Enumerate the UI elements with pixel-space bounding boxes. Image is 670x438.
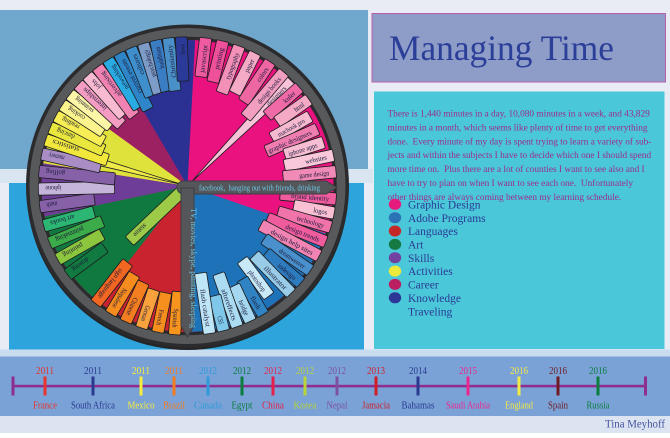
svg-text:2011: 2011 xyxy=(36,365,54,377)
svg-text:Nepal: Nepal xyxy=(327,400,348,412)
svg-text:Bahamas: Bahamas xyxy=(402,400,435,412)
svg-text:math: math xyxy=(46,200,58,210)
svg-text:memory: memory xyxy=(48,151,66,162)
svg-text:Traveling: Traveling xyxy=(408,306,453,318)
svg-text:done. Every minute of my day: done. Every minute of my day is spent tr… xyxy=(388,136,652,147)
svg-text:game design: game design xyxy=(299,169,330,180)
svg-text:Spain: Spain xyxy=(548,400,568,412)
svg-text:France: France xyxy=(33,400,57,412)
svg-text:Adobe Programs: Adobe Programs xyxy=(408,213,486,225)
svg-text:2015: 2015 xyxy=(459,365,477,377)
svg-text:other things are always coming: other things are always coming between m… xyxy=(388,193,622,203)
svg-text:2011: 2011 xyxy=(84,365,102,377)
svg-text:Korea: Korea xyxy=(294,400,317,412)
svg-text:Languages: Languages xyxy=(408,226,458,238)
svg-text:Saudi Arabia: Saudi Arabia xyxy=(446,400,490,412)
svg-text:2012: 2012 xyxy=(264,365,282,377)
svg-text:golfing: golfing xyxy=(45,167,65,177)
svg-text:javascript: javascript xyxy=(198,44,209,74)
svg-text:minutes in a month, which seem: minutes in a month, which seems like ple… xyxy=(388,123,648,134)
svg-text:Knowledge: Knowledge xyxy=(408,293,461,305)
svg-text:Art: Art xyxy=(408,240,424,252)
svg-text:Russia: Russia xyxy=(587,400,610,412)
svg-text:2012: 2012 xyxy=(233,365,251,377)
svg-text:French: French xyxy=(154,309,165,327)
svg-text:Career: Career xyxy=(408,280,439,292)
svg-text:CS5: CS5 xyxy=(215,315,225,325)
svg-text:have to try to plan on when I: have to try to plan on when I want to se… xyxy=(388,178,634,189)
svg-text:Egypt: Egypt xyxy=(232,400,253,412)
svg-text:laws: laws xyxy=(178,43,186,55)
svg-text:Brazil: Brazil xyxy=(163,400,185,412)
svg-text:jects and within the subjects: jects and within the subjects I have to … xyxy=(387,151,652,161)
svg-text:2014: 2014 xyxy=(409,365,427,377)
svg-text:2013: 2013 xyxy=(367,365,385,377)
svg-text:Managing Time: Managing Time xyxy=(389,28,614,68)
svg-text:England: England xyxy=(505,400,533,412)
svg-text:South Africa: South Africa xyxy=(71,400,115,412)
svg-text:2011: 2011 xyxy=(132,365,150,377)
svg-text:Activities: Activities xyxy=(408,266,453,278)
svg-text:There is 1,440 minutes in a da: There is 1,440 minutes in a day, 10,080 … xyxy=(388,110,651,120)
svg-text:Skills: Skills xyxy=(408,253,435,265)
svg-text:Canada: Canada xyxy=(194,400,222,412)
svg-text:Spanish: Spanish xyxy=(170,308,180,328)
svg-text:2012: 2012 xyxy=(296,365,314,377)
svg-text:logos: logos xyxy=(313,206,328,216)
svg-text:China: China xyxy=(262,400,284,412)
svg-text:brand identity: brand identity xyxy=(291,192,330,203)
svg-text:2012: 2012 xyxy=(328,365,346,377)
svg-text:Graphic Design: Graphic Design xyxy=(408,200,481,212)
svg-text:Tina Meyhoff: Tina Meyhoff xyxy=(605,419,665,431)
svg-text:Jamacia: Jamacia xyxy=(362,400,390,412)
svg-text:2012: 2012 xyxy=(199,365,217,377)
svg-text:facebook, hanging out with fr: facebook, hanging out with friends, drin… xyxy=(199,183,321,193)
svg-text:TV, movies, skype, painting, s: TV, movies, skype, painting, sleeping xyxy=(189,208,199,329)
svg-text:2016: 2016 xyxy=(549,365,567,377)
svg-text:2016: 2016 xyxy=(589,365,607,377)
svg-text:Mexico: Mexico xyxy=(128,400,155,412)
svg-text:iphone: iphone xyxy=(45,184,61,192)
svg-text:2016: 2016 xyxy=(510,365,528,377)
svg-text:2011: 2011 xyxy=(165,365,183,377)
svg-text:more time on. Plus there are: more time on. Plus there are a lot of co… xyxy=(388,164,645,175)
